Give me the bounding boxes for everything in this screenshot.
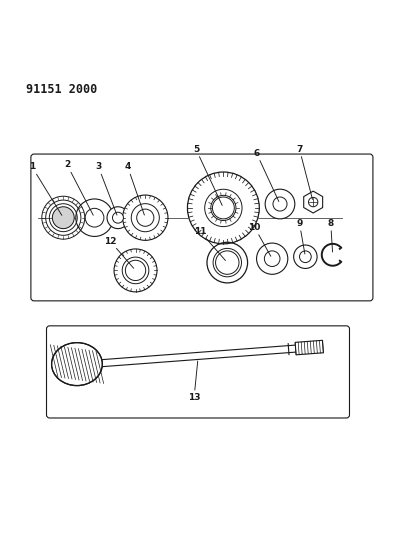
Circle shape — [52, 207, 74, 229]
Text: 10: 10 — [248, 223, 271, 256]
Circle shape — [207, 243, 248, 283]
Polygon shape — [295, 340, 324, 355]
Ellipse shape — [51, 343, 102, 385]
Circle shape — [131, 204, 159, 232]
Text: 5: 5 — [193, 145, 222, 205]
Text: 4: 4 — [124, 163, 145, 215]
Circle shape — [123, 195, 168, 240]
Circle shape — [265, 189, 295, 219]
Circle shape — [213, 248, 242, 277]
Circle shape — [308, 197, 318, 207]
Text: 9: 9 — [296, 219, 305, 254]
Circle shape — [273, 197, 287, 211]
Text: 3: 3 — [95, 163, 117, 215]
Circle shape — [126, 260, 146, 280]
Circle shape — [205, 189, 242, 227]
Text: 8: 8 — [327, 219, 334, 252]
FancyBboxPatch shape — [46, 326, 350, 418]
Circle shape — [107, 207, 129, 229]
Polygon shape — [304, 191, 323, 213]
Circle shape — [212, 197, 234, 219]
Text: 2: 2 — [64, 160, 93, 215]
Circle shape — [85, 208, 104, 227]
Circle shape — [187, 171, 260, 245]
FancyBboxPatch shape — [31, 154, 373, 301]
Text: 12: 12 — [104, 237, 134, 268]
Circle shape — [294, 245, 317, 269]
Text: 91151 2000: 91151 2000 — [26, 83, 97, 96]
Circle shape — [76, 199, 113, 237]
Circle shape — [265, 251, 280, 266]
Text: 13: 13 — [188, 361, 200, 402]
Circle shape — [137, 209, 154, 227]
Text: 11: 11 — [194, 227, 225, 261]
Circle shape — [211, 196, 236, 221]
Circle shape — [299, 251, 311, 263]
Text: 6: 6 — [253, 149, 279, 201]
Circle shape — [112, 212, 124, 223]
Text: 7: 7 — [296, 145, 312, 199]
Circle shape — [114, 249, 157, 292]
Circle shape — [122, 257, 149, 284]
Text: 1: 1 — [29, 163, 62, 215]
Circle shape — [215, 251, 239, 274]
Circle shape — [257, 243, 288, 274]
Polygon shape — [98, 345, 300, 367]
